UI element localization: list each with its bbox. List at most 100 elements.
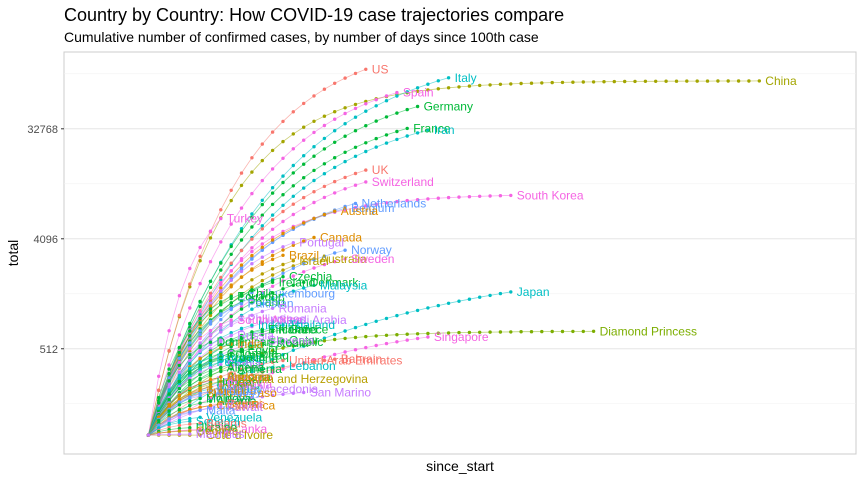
series-point-iran-26 xyxy=(415,131,420,135)
series-point-iceland-11 xyxy=(260,330,264,334)
series-point-japan-21 xyxy=(364,322,368,327)
series-point-ecuador-6 xyxy=(208,307,213,311)
series-point-south-korea-6 xyxy=(208,294,213,298)
series-point-senegal-4 xyxy=(188,419,192,423)
series-point-us-5 xyxy=(198,254,202,258)
series-point-portugal-13 xyxy=(281,245,285,249)
series-label-lebanon: Lebanon xyxy=(289,359,336,373)
series-point-austria-16 xyxy=(312,216,316,221)
series-point-south-korea-10 xyxy=(250,249,254,254)
series-label-san-marino: San Marino xyxy=(310,386,372,400)
series-line-china xyxy=(148,80,760,436)
series-point-china-26 xyxy=(415,89,420,94)
series-label-north-macedonia: North Macedonia xyxy=(227,382,319,396)
series-point-japan-17 xyxy=(322,336,327,340)
series-line-moldova xyxy=(148,398,201,436)
series-point-italy-23 xyxy=(384,99,389,103)
series-point-panama-3 xyxy=(177,375,182,379)
series-point-italy-22 xyxy=(374,104,378,108)
series-point-saudi-arabia-12 xyxy=(270,318,275,322)
series-label-mexico: Mexico xyxy=(227,355,265,369)
series-point-uk-9 xyxy=(239,248,244,253)
series-label-belarus: Belarus xyxy=(206,416,247,430)
series-label-bahrain: Bahrain xyxy=(341,352,382,366)
series-point-brazil-12 xyxy=(270,257,275,262)
series-line-algeria xyxy=(148,367,221,436)
series-point-italy-18 xyxy=(333,129,337,133)
series-point-thailand-13 xyxy=(281,323,285,327)
series-point-malta-2 xyxy=(167,417,171,421)
series-point-serbia-5 xyxy=(198,370,202,374)
series-point-germany-23 xyxy=(384,115,389,119)
series-point-italy-17 xyxy=(322,136,327,141)
series-label-cyprus: Cyprus xyxy=(227,397,265,411)
series-label-croatia: Croatia xyxy=(227,350,266,364)
series-point-germany-4 xyxy=(188,321,192,326)
series-point-portugal-11 xyxy=(260,255,264,259)
series-point-china-41 xyxy=(571,80,575,84)
series-point-turkey-3 xyxy=(177,294,182,298)
series-point-us-11 xyxy=(260,142,264,146)
series-label-armenia: Armenia xyxy=(237,362,282,376)
series-point-mexico-6 xyxy=(208,363,213,367)
series-point-finland-9 xyxy=(239,333,244,338)
series-point-germany-22 xyxy=(374,119,378,123)
series-point-israel-6 xyxy=(208,313,213,318)
series-point-croatia-4 xyxy=(188,370,192,374)
series-point-uk-18 xyxy=(333,179,337,184)
series-label-poland: Poland xyxy=(248,295,285,309)
series-point-japan-26 xyxy=(415,308,420,313)
series-point-chile-2 xyxy=(167,371,171,376)
series-point-germany-6 xyxy=(208,279,213,284)
series-point-us-21 xyxy=(364,67,368,72)
series-point-japan-27 xyxy=(426,306,430,310)
series-point-china-59 xyxy=(757,79,761,83)
series-point-switzerland-13 xyxy=(281,219,285,224)
series-point-ecuador-4 xyxy=(188,329,192,333)
series-point-australia-12 xyxy=(270,273,275,277)
series-point-turkey-7 xyxy=(219,216,223,221)
series-line-tunisia xyxy=(148,390,201,436)
series-point-indonesia-10 xyxy=(250,323,254,327)
series-point-germany-13 xyxy=(281,180,285,185)
series-point-china-8 xyxy=(229,198,233,203)
series-label-algeria: Algeria xyxy=(227,360,265,374)
series-point-iceland-6 xyxy=(208,353,213,357)
series-label-venezuela: Venezuela xyxy=(206,410,262,424)
series-point-germany-25 xyxy=(405,107,409,112)
series-point-singapore-9 xyxy=(239,382,244,386)
series-point-egypt-9 xyxy=(239,348,244,352)
series-point-austria-14 xyxy=(291,226,295,230)
series-point-canada-11 xyxy=(260,260,264,264)
series-label-slovakia: Slovakia xyxy=(227,378,273,392)
series-point-japan-13 xyxy=(281,353,285,357)
series-point-uk-19 xyxy=(343,175,347,180)
series-point-south-korea-5 xyxy=(198,310,202,314)
series-point-malaysia-10 xyxy=(250,307,254,311)
series-point-china-10 xyxy=(250,170,254,174)
series-label-bosnia-and-herzegovina: Bosnia and Herzegovina xyxy=(237,372,368,386)
series-point-denmark-15 xyxy=(302,280,306,284)
series-point-sri-lanka-6 xyxy=(208,427,213,431)
series-point-china-39 xyxy=(550,80,554,85)
series-point-ukraine-4 xyxy=(188,426,192,430)
series-point-mauritius-4 xyxy=(188,432,192,436)
series-point-germany-9 xyxy=(239,229,244,233)
series-point-estonia-10 xyxy=(250,343,254,348)
series-point-spain-22 xyxy=(374,98,378,102)
series-point-india-8 xyxy=(229,342,233,346)
series-point-italy-19 xyxy=(343,122,347,126)
series-point-china-27 xyxy=(426,88,430,92)
series-point-iran-19 xyxy=(343,159,347,164)
series-point-spain-6 xyxy=(208,260,213,264)
series-point-slovenia-9 xyxy=(239,344,244,348)
series-point-iran-25 xyxy=(405,134,409,138)
series-label-sweden: Sweden xyxy=(351,252,394,266)
series-point-norway-16 xyxy=(312,258,316,262)
series-line-luxembourg xyxy=(148,293,263,436)
series-label-burkina-faso: Burkina Faso xyxy=(206,386,277,400)
series-point-spain-18 xyxy=(333,117,337,121)
series-point-south-korea-35 xyxy=(509,193,513,198)
series-point-singapore-23 xyxy=(384,341,389,346)
series-point-south-korea-11 xyxy=(260,242,264,246)
